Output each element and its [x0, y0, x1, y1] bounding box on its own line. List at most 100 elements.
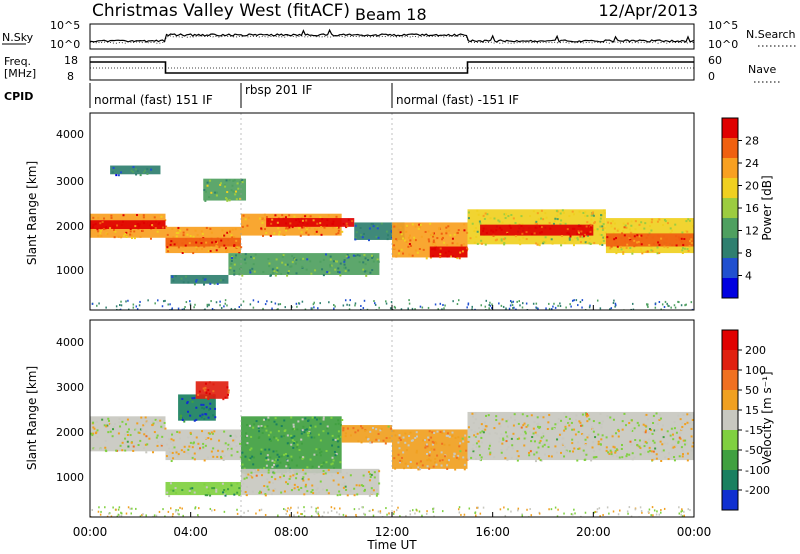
velocity-speckle [248, 424, 251, 427]
power-speckle [573, 227, 576, 230]
power-speckle [479, 222, 482, 225]
velocity-speckle [318, 448, 321, 451]
power-speckle [225, 198, 228, 201]
power-ground-scatter [177, 307, 180, 310]
power-speckle [111, 171, 114, 174]
velocity-speckle [118, 421, 121, 424]
velocity-ground-scatter [327, 511, 329, 514]
velocity-speckle [271, 459, 274, 462]
velocity-speckle [265, 459, 268, 462]
power-speckle [638, 235, 641, 238]
velocity-speckle [362, 474, 365, 477]
power-ground-scatter [98, 302, 100, 305]
velocity-ground-scatter [628, 506, 631, 509]
power-ground-scatter [427, 306, 430, 309]
velocity-speckle [547, 446, 550, 449]
velocity-speckle [679, 418, 682, 421]
velocity-speckle [563, 445, 566, 448]
velocity-speckle [205, 396, 208, 399]
power-ground-scatter [489, 301, 491, 304]
velocity-speckle [218, 439, 221, 442]
power-speckle [506, 231, 509, 234]
power-region-6 [170, 274, 229, 284]
velocity-ground-scatter [392, 512, 395, 515]
velocity-speckle [336, 472, 339, 475]
velocity-ground-scatter [247, 509, 249, 512]
velocity-speckle [501, 442, 504, 445]
velocity-speckle [522, 424, 525, 427]
velocity-ground-scatter [517, 507, 520, 510]
velocity-speckle [205, 413, 208, 416]
velocity-speckle [307, 478, 310, 481]
velocity-speckle [183, 450, 186, 453]
power-speckle [295, 258, 298, 261]
power-y-ticks: 4000 3000 2000 1000 [56, 128, 84, 277]
power-ground-scatter [670, 306, 672, 309]
velocity-speckle [502, 438, 505, 441]
power-speckle [658, 218, 661, 221]
power-speckle [666, 222, 669, 225]
velocity-speckle [653, 429, 656, 432]
power-speckle [337, 270, 340, 273]
velocity-speckle [152, 422, 155, 425]
velocity-speckle [409, 431, 412, 434]
velocity-speckle [179, 415, 182, 418]
power-speckle [173, 243, 176, 246]
velocity-speckle [205, 486, 208, 489]
velocity-speckle [428, 467, 431, 470]
power-speckle [216, 282, 219, 285]
power-speckle [139, 174, 142, 177]
velocity-speckle [480, 456, 483, 459]
velocity-speckle [474, 418, 477, 421]
velocity-speckle [99, 448, 102, 451]
velocity-speckle [191, 487, 194, 490]
power-speckle [584, 233, 587, 236]
velocity-ground-scatter [414, 512, 416, 515]
velocity-speckle [545, 439, 548, 442]
power-ground-scatter [554, 306, 557, 309]
velocity-speckle [302, 425, 305, 428]
power-speckle [504, 217, 507, 220]
power-speckle [669, 232, 672, 235]
power-speckle [514, 235, 517, 238]
power-cbar-swatch-8 [722, 278, 738, 299]
velocity-speckle [636, 443, 639, 446]
velocity-speckle [541, 435, 544, 438]
power-speckle [480, 242, 483, 245]
power-speckle [519, 243, 522, 246]
velocity-speckle [480, 423, 483, 426]
power-speckle [260, 216, 263, 219]
velocity-ground-scatter [468, 507, 471, 510]
velocity-speckle [426, 459, 429, 462]
velocity-speckle [421, 464, 424, 467]
power-speckle [609, 247, 612, 250]
nave-tick-top: 60 [708, 54, 722, 67]
velocity-speckle [516, 450, 519, 453]
power-speckle [334, 260, 337, 263]
velocity-ground-scatter [198, 507, 200, 510]
power-speckle [555, 209, 558, 212]
power-speckle [129, 233, 132, 236]
velocity-speckle [105, 425, 108, 428]
power-speckle [501, 221, 504, 224]
power-ground-scatter [664, 300, 667, 303]
power-speckle [347, 269, 350, 272]
velocity-speckle [439, 430, 442, 433]
velocity-speckle [550, 455, 553, 458]
power-ground-scatter [685, 303, 687, 306]
velocity-speckle [586, 436, 589, 439]
power-ground-scatter [312, 303, 315, 306]
power-speckle [97, 216, 100, 219]
velocity-ground-scatter [99, 513, 102, 516]
power-speckle [228, 230, 231, 233]
power-ground-scatter [385, 302, 388, 305]
velocity-speckle [322, 418, 325, 421]
velocity-speckle [279, 461, 282, 464]
power-ground-scatter [510, 301, 513, 304]
velocity-speckle [537, 446, 540, 449]
power-speckle [249, 269, 252, 272]
velocity-speckle [677, 441, 680, 444]
power-ground-scatter [551, 308, 553, 310]
velocity-speckle [332, 438, 335, 441]
velocity-speckle [324, 472, 327, 475]
